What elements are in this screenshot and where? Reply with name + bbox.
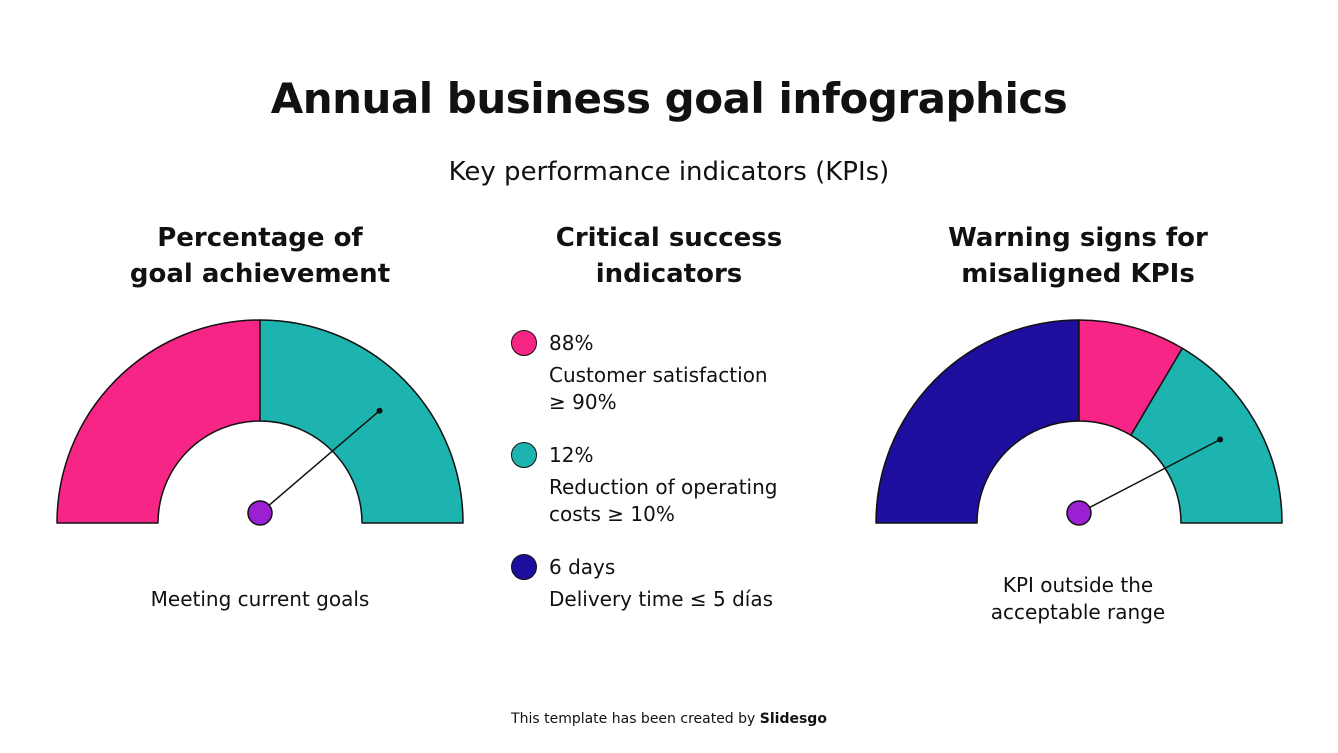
caption-line: acceptable range xyxy=(990,600,1166,624)
warning-signs-caption: KPI outside the acceptable range xyxy=(873,572,1283,626)
goal-achievement-caption: Meeting current goals xyxy=(55,586,465,613)
gauge-needle xyxy=(259,410,381,514)
indicator-operating-costs: 12% Reduction of operating costs ≥ 10% xyxy=(511,440,851,528)
gauge-needle xyxy=(1078,438,1221,514)
gauge-needle-tip xyxy=(1217,436,1224,443)
heading-line: indicators xyxy=(595,259,743,289)
warning-signs-heading: Warning signs for misaligned KPIs xyxy=(868,220,1288,292)
indicator-list: 88% Customer satisfaction ≥ 90% 12% Redu… xyxy=(511,328,851,637)
gauge-segment-1 xyxy=(875,319,1080,524)
description-line: ≥ 90% xyxy=(549,390,617,414)
heading-line: misaligned KPIs xyxy=(961,259,1195,289)
footer-brand: Slidesgo xyxy=(759,711,827,727)
heading-line: Warning signs for xyxy=(948,223,1208,253)
gauge-segment-2 xyxy=(259,319,464,524)
page-subtitle: Key performance indicators (KPIs) xyxy=(448,157,890,187)
indicator-value: 12% xyxy=(549,443,594,467)
description-line: Reduction of operating xyxy=(549,475,778,499)
description-line: Delivery time ≤ 5 días xyxy=(549,587,774,611)
footer-prefix: This template has been created by xyxy=(511,711,760,727)
footer-credit: This template has been created by Slides… xyxy=(0,711,1338,727)
gauge-hub xyxy=(1066,500,1092,526)
gauge-hub xyxy=(247,500,273,526)
description-line: costs ≥ 10% xyxy=(549,502,675,526)
indicator-delivery-time: 6 days Delivery time ≤ 5 días xyxy=(511,552,851,613)
indicator-value: 6 days xyxy=(549,555,616,579)
gauge-segment-1 xyxy=(56,319,261,524)
critical-success-heading: Critical success indicators xyxy=(459,220,879,292)
description-line: Customer satisfaction xyxy=(549,363,768,387)
warning-signs-gauge xyxy=(875,319,1283,526)
indicator-description: Customer satisfaction ≥ 90% xyxy=(549,362,851,416)
caption-line: KPI outside the xyxy=(1002,573,1154,597)
heading-line: Critical success xyxy=(555,223,783,253)
indicator-description: Reduction of operating costs ≥ 10% xyxy=(549,474,851,528)
gauge-segment-3 xyxy=(1130,347,1283,524)
pink-dot-icon xyxy=(511,330,537,356)
indicator-customer-satisfaction: 88% Customer satisfaction ≥ 90% xyxy=(511,328,851,416)
heading-line: goal achievement xyxy=(129,259,391,289)
caption-line: Meeting current goals xyxy=(150,587,370,611)
goal-achievement-gauge xyxy=(56,319,464,526)
teal-dot-icon xyxy=(511,442,537,468)
indicator-value: 88% xyxy=(549,331,594,355)
gauge-needle-tip xyxy=(376,407,383,414)
navy-dot-icon xyxy=(511,554,537,580)
goal-achievement-heading: Percentage of goal achievement xyxy=(50,220,470,292)
page-title: Annual business goal infographics xyxy=(270,74,1068,123)
indicator-description: Delivery time ≤ 5 días xyxy=(549,586,851,613)
heading-line: Percentage of xyxy=(157,223,363,253)
